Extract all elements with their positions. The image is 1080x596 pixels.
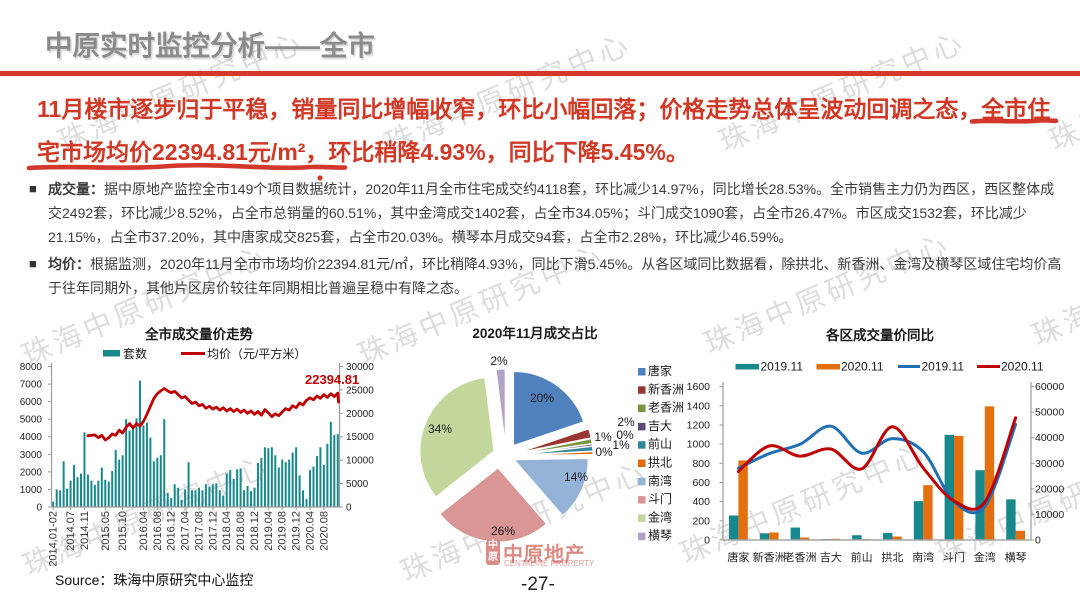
svg-text:2020.11: 2020.11: [841, 360, 884, 374]
svg-text:1000: 1000: [687, 439, 711, 451]
svg-text:老香洲: 老香洲: [648, 401, 684, 415]
svg-text:30000: 30000: [346, 362, 374, 373]
svg-text:5000: 5000: [346, 479, 369, 490]
svg-text:0%: 0%: [595, 445, 613, 459]
svg-text:吉大: 吉大: [820, 550, 842, 564]
svg-text:0: 0: [1035, 535, 1041, 547]
svg-text:60000: 60000: [1035, 381, 1064, 393]
svg-text:2019.11: 2019.11: [761, 360, 804, 374]
svg-text:22394.81: 22394.81: [305, 372, 359, 387]
svg-text:14%: 14%: [564, 470, 588, 484]
svg-text:1600: 1600: [687, 381, 711, 393]
svg-text:8000: 8000: [20, 362, 43, 373]
svg-text:2018.04: 2018.04: [221, 511, 233, 551]
svg-text:4000: 4000: [20, 432, 43, 443]
svg-text:2%: 2%: [490, 354, 508, 368]
svg-text:全市成交量价走势: 全市成交量价走势: [144, 326, 253, 342]
svg-text:2016.12: 2016.12: [166, 511, 178, 551]
svg-text:2017.12: 2017.12: [207, 511, 219, 551]
svg-text:2%: 2%: [617, 415, 635, 429]
svg-text:40000: 40000: [1035, 432, 1064, 444]
svg-text:新香洲: 新香洲: [753, 550, 786, 564]
svg-text:2015.10: 2015.10: [117, 511, 129, 551]
svg-text:各区成交量价同比: 各区成交量价同比: [825, 327, 934, 343]
svg-text:2015.05: 2015.05: [100, 511, 112, 551]
svg-text:7000: 7000: [20, 380, 43, 391]
svg-text:2019.08: 2019.08: [277, 511, 289, 551]
svg-text:2016.04: 2016.04: [138, 511, 150, 551]
svg-text:50000: 50000: [1035, 407, 1064, 419]
svg-text:南湾: 南湾: [648, 473, 672, 488]
svg-text:26%: 26%: [491, 524, 515, 538]
svg-text:600: 600: [692, 477, 710, 489]
svg-text:3000: 3000: [20, 450, 43, 461]
svg-text:800: 800: [692, 458, 710, 470]
svg-text:20%: 20%: [530, 391, 554, 405]
svg-text:0: 0: [36, 503, 42, 514]
svg-text:前山: 前山: [851, 550, 873, 564]
svg-text:1200: 1200: [687, 420, 711, 432]
svg-text:20000: 20000: [346, 409, 374, 420]
svg-text:2020年11月成交占比: 2020年11月成交占比: [472, 325, 597, 341]
svg-text:6000: 6000: [20, 397, 43, 408]
svg-text:0: 0: [704, 535, 710, 547]
svg-text:新香洲: 新香洲: [648, 381, 684, 396]
svg-text:2019.04: 2019.04: [263, 511, 275, 551]
svg-text:0: 0: [346, 503, 352, 514]
svg-text:1000: 1000: [20, 485, 43, 496]
svg-text:金湾: 金湾: [974, 550, 996, 564]
svg-text:2019.12: 2019.12: [291, 511, 303, 551]
svg-text:金湾: 金湾: [648, 509, 672, 524]
svg-text:唐家: 唐家: [727, 550, 749, 564]
svg-text:1400: 1400: [687, 400, 711, 412]
svg-text:2014.07: 2014.07: [65, 511, 77, 551]
svg-text:30000: 30000: [1035, 458, 1064, 470]
svg-text:10000: 10000: [1035, 509, 1064, 521]
svg-text:0%: 0%: [616, 428, 634, 442]
svg-text:10000: 10000: [346, 456, 374, 467]
svg-text:15000: 15000: [346, 432, 374, 443]
svg-text:400: 400: [692, 496, 710, 508]
svg-text:2018.12: 2018.12: [249, 511, 261, 551]
svg-text:前山: 前山: [648, 436, 672, 451]
svg-text:1%: 1%: [594, 430, 612, 444]
svg-text:2020.04: 2020.04: [305, 511, 317, 551]
svg-text:200: 200: [692, 515, 710, 527]
svg-text:2000: 2000: [20, 467, 43, 478]
svg-text:斗门: 斗门: [943, 550, 965, 564]
svg-text:套数: 套数: [123, 346, 147, 361]
svg-text:横琴: 横琴: [1005, 550, 1027, 564]
svg-text:唐家: 唐家: [648, 363, 672, 378]
svg-text:2017.08: 2017.08: [194, 511, 206, 551]
svg-text:斗门: 斗门: [648, 491, 672, 506]
svg-text:2020.11: 2020.11: [1001, 360, 1044, 374]
svg-text:拱北: 拱北: [881, 550, 903, 564]
svg-text:2014.01-02: 2014.01-02: [48, 511, 60, 567]
svg-text:南湾: 南湾: [912, 550, 934, 564]
svg-text:横琴: 横琴: [648, 529, 672, 543]
svg-text:25000: 25000: [346, 385, 374, 396]
svg-text:均价（元/平方米）: 均价（元/平方米）: [207, 346, 306, 361]
svg-text:2018.08: 2018.08: [235, 511, 247, 551]
svg-text:2014.11: 2014.11: [79, 511, 91, 550]
svg-text:2019.11: 2019.11: [922, 360, 965, 374]
svg-text:拱北: 拱北: [648, 456, 672, 470]
svg-text:老香洲: 老香洲: [784, 551, 817, 564]
svg-text:2017.04: 2017.04: [180, 511, 192, 551]
svg-text:34%: 34%: [428, 422, 452, 436]
svg-text:1%: 1%: [612, 438, 630, 452]
svg-text:5000: 5000: [20, 415, 43, 426]
svg-text:20000: 20000: [1035, 483, 1064, 495]
svg-text:吉大: 吉大: [648, 419, 672, 433]
svg-text:2020.08: 2020.08: [318, 511, 330, 551]
svg-text:2016.08: 2016.08: [152, 511, 164, 551]
